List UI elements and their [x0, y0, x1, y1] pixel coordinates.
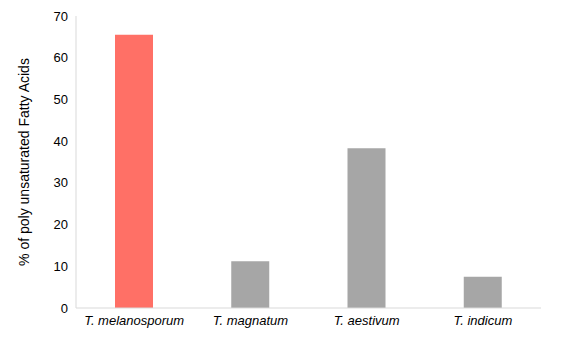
svg-text:60: 60: [54, 50, 68, 65]
svg-text:0: 0: [61, 301, 68, 316]
svg-text:T. magnatum: T. magnatum: [213, 313, 289, 328]
svg-text:T. melanosporum: T. melanosporum: [84, 313, 184, 328]
svg-text:40: 40: [54, 134, 68, 149]
svg-text:50: 50: [54, 92, 68, 107]
svg-text:70: 70: [54, 9, 68, 24]
svg-text:10: 10: [54, 259, 68, 274]
svg-text:20: 20: [54, 217, 68, 232]
svg-text:30: 30: [54, 175, 68, 190]
svg-text:% of poly unsaturated Fatty Ac: % of poly unsaturated Fatty Acids: [16, 58, 32, 266]
svg-text:T. indicum: T. indicum: [453, 313, 512, 328]
svg-text:T. aestivum: T. aestivum: [334, 313, 400, 328]
